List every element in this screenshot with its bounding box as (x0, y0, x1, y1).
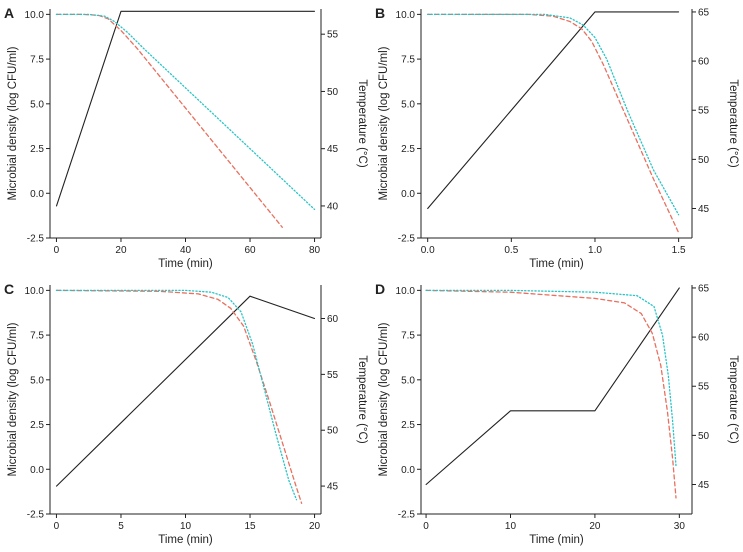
x-tick-label: 20 (115, 245, 127, 256)
y-tick-label: 5.0 (30, 99, 44, 110)
x-tick-label: 15 (244, 521, 256, 532)
x-tick-label: 0 (54, 521, 60, 532)
y-tick-label: 10.0 (25, 10, 45, 21)
y-tick-label: 10.0 (25, 286, 45, 297)
y-axis-label: Microbial density (log CFU/ml) (378, 46, 390, 200)
x-axis-label: Time (min) (529, 534, 584, 546)
panel-letter: B (375, 5, 385, 21)
chart-panel-c: C 0 5 10 15 20 -2.5 0.0 2.5 5.0 7.5 10.0 45 50 55 60 Tim… (0, 276, 371, 552)
y-tick-label: 7.5 (30, 331, 44, 342)
y-tick-label: -2.5 (398, 510, 416, 521)
x-tick-label: 0.0 (421, 245, 435, 256)
y-tick-label: 5.0 (401, 99, 415, 110)
y-tick-label: 0.0 (30, 189, 44, 200)
x-tick-label: 20 (309, 521, 321, 532)
y-tick-label: 5.0 (401, 375, 415, 386)
y2-tick-label: 65 (698, 283, 710, 294)
y2-axis-label: Temperature (°C) (727, 79, 739, 167)
y-axis-label: Microbial density (log CFU/ml) (7, 322, 19, 476)
x-tick-label: 1.5 (672, 245, 686, 256)
series-line-cyan (55, 13, 316, 211)
x-tick-label: 5 (118, 521, 124, 532)
y2-tick-label: 55 (327, 30, 339, 41)
series-line-temperature (55, 295, 316, 487)
chart-panel-d: D 0 10 20 30 -2.5 0.0 2.5 5.0 7.5 10.0 45 50 55 60 65 Ti… (371, 276, 742, 552)
y2-tick-label: 45 (698, 204, 710, 215)
y2-tick-label: 40 (327, 201, 339, 212)
y-tick-label: 7.5 (401, 55, 415, 66)
y-tick-label: 10.0 (396, 286, 416, 297)
y2-tick-label: 55 (327, 370, 339, 381)
y-tick-label: 0.0 (401, 189, 415, 200)
series-line-red (55, 13, 283, 228)
chart-panel-b: B 0.0 0.5 1.0 1.5 -2.5 0.0 2.5 5.0 7.5 10.0 45 50 55 6… (371, 0, 742, 276)
y2-axis-label: Temperature (°C) (727, 355, 739, 443)
y-tick-label: 0.0 (30, 465, 44, 476)
x-axis-label: Time (min) (158, 258, 213, 270)
chart-svg-d: D 0 10 20 30 -2.5 0.0 2.5 5.0 7.5 10.0 45 50 55 60 65 Ti… (375, 281, 739, 546)
y-axis-label: Microbial density (log CFU/ml) (7, 46, 19, 200)
y2-tick-label: 50 (698, 155, 710, 166)
series-line-cyan (55, 289, 298, 501)
y-tick-label: 0.0 (401, 465, 415, 476)
series-line-temperature (425, 287, 680, 486)
series-line-temperature (55, 10, 316, 207)
x-tick-label: 0 (54, 245, 60, 256)
y2-tick-label: 60 (327, 314, 339, 325)
x-axis-label: Time (min) (529, 258, 584, 270)
y-tick-label: -2.5 (27, 234, 45, 245)
x-tick-label: 10 (180, 521, 192, 532)
y2-axis-label: Temperature (°C) (356, 79, 368, 167)
y2-tick-label: 60 (698, 57, 710, 68)
panel-letter: D (375, 281, 385, 297)
x-tick-label: 30 (674, 521, 686, 532)
y2-tick-label: 55 (698, 382, 710, 393)
y2-tick-label: 45 (698, 480, 710, 491)
x-tick-label: 0 (423, 521, 429, 532)
x-tick-label: 0.5 (504, 245, 518, 256)
x-tick-label: 1.0 (588, 245, 602, 256)
x-tick-label: 80 (309, 245, 321, 256)
chart-svg-c: C 0 5 10 15 20 -2.5 0.0 2.5 5.0 7.5 10.0 45 50 55 60 Tim… (4, 281, 368, 546)
panel-letter: C (4, 281, 14, 297)
x-tick-label: 40 (180, 245, 192, 256)
y2-axis-label: Temperature (°C) (356, 355, 368, 443)
y2-tick-label: 50 (698, 431, 710, 442)
series-line-red (427, 13, 680, 234)
series-line-cyan (427, 13, 680, 216)
series-line-temperature (427, 11, 680, 210)
y-tick-label: 2.5 (30, 420, 44, 431)
y-tick-label: 10.0 (396, 10, 416, 21)
series-line-red (425, 289, 677, 499)
y-tick-label: 2.5 (30, 144, 44, 155)
y2-tick-label: 50 (327, 87, 339, 98)
chart-svg-a: A 0 20 40 60 80 -2.5 0.0 2.5 5.0 7.5 10.0 40 45 50 55 Ti… (4, 5, 368, 270)
y-tick-label: -2.5 (398, 234, 416, 245)
y-tick-label: 2.5 (401, 144, 415, 155)
x-tick-label: 20 (589, 521, 601, 532)
x-tick-label: 60 (244, 245, 256, 256)
y2-tick-label: 45 (327, 482, 339, 493)
y-tick-label: 7.5 (401, 331, 415, 342)
y-tick-label: 7.5 (30, 55, 44, 66)
x-axis-label: Time (min) (158, 534, 213, 546)
chart-panel-a: A 0 20 40 60 80 -2.5 0.0 2.5 5.0 7.5 10.0 40 45 50 55 Ti… (0, 0, 371, 276)
series-line-red (55, 289, 303, 504)
y2-tick-label: 65 (698, 7, 710, 18)
series-line-cyan (425, 289, 677, 467)
y2-tick-label: 60 (698, 333, 710, 344)
panel-letter: A (4, 5, 14, 21)
y-tick-label: 2.5 (401, 420, 415, 431)
y-axis-label: Microbial density (log CFU/ml) (378, 322, 390, 476)
y-tick-label: -2.5 (27, 510, 45, 521)
y2-tick-label: 55 (698, 106, 710, 117)
chart-svg-b: B 0.0 0.5 1.0 1.5 -2.5 0.0 2.5 5.0 7.5 10.0 45 50 55 6… (375, 5, 739, 270)
y2-tick-label: 50 (327, 426, 339, 437)
y-tick-label: 5.0 (30, 375, 44, 386)
x-tick-label: 10 (505, 521, 517, 532)
y2-tick-label: 45 (327, 144, 339, 155)
